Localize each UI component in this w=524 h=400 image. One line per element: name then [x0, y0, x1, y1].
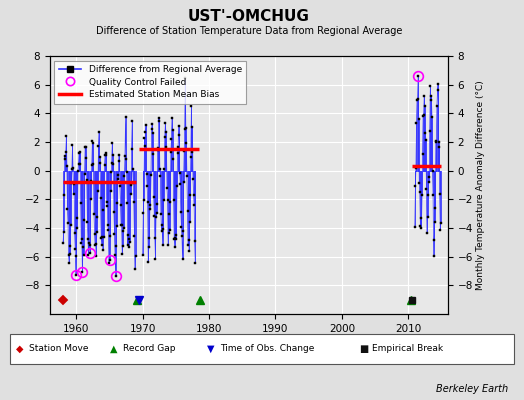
Text: ◆: ◆	[16, 344, 23, 354]
Text: Difference of Station Temperature Data from Regional Average: Difference of Station Temperature Data f…	[96, 26, 402, 36]
Text: ▼: ▼	[207, 344, 214, 354]
Text: Station Move: Station Move	[29, 344, 89, 353]
Text: Record Gap: Record Gap	[123, 344, 176, 353]
Text: ▲: ▲	[110, 344, 117, 354]
Text: Berkeley Earth: Berkeley Earth	[436, 384, 508, 394]
Text: Empirical Break: Empirical Break	[372, 344, 443, 353]
Y-axis label: Monthly Temperature Anomaly Difference (°C): Monthly Temperature Anomaly Difference (…	[476, 80, 485, 290]
Text: UST'-OMCHUG: UST'-OMCHUG	[188, 9, 310, 24]
Text: Time of Obs. Change: Time of Obs. Change	[220, 344, 314, 353]
Text: ■: ■	[359, 344, 368, 354]
Legend: Difference from Regional Average, Quality Control Failed, Estimated Station Mean: Difference from Regional Average, Qualit…	[54, 60, 246, 104]
